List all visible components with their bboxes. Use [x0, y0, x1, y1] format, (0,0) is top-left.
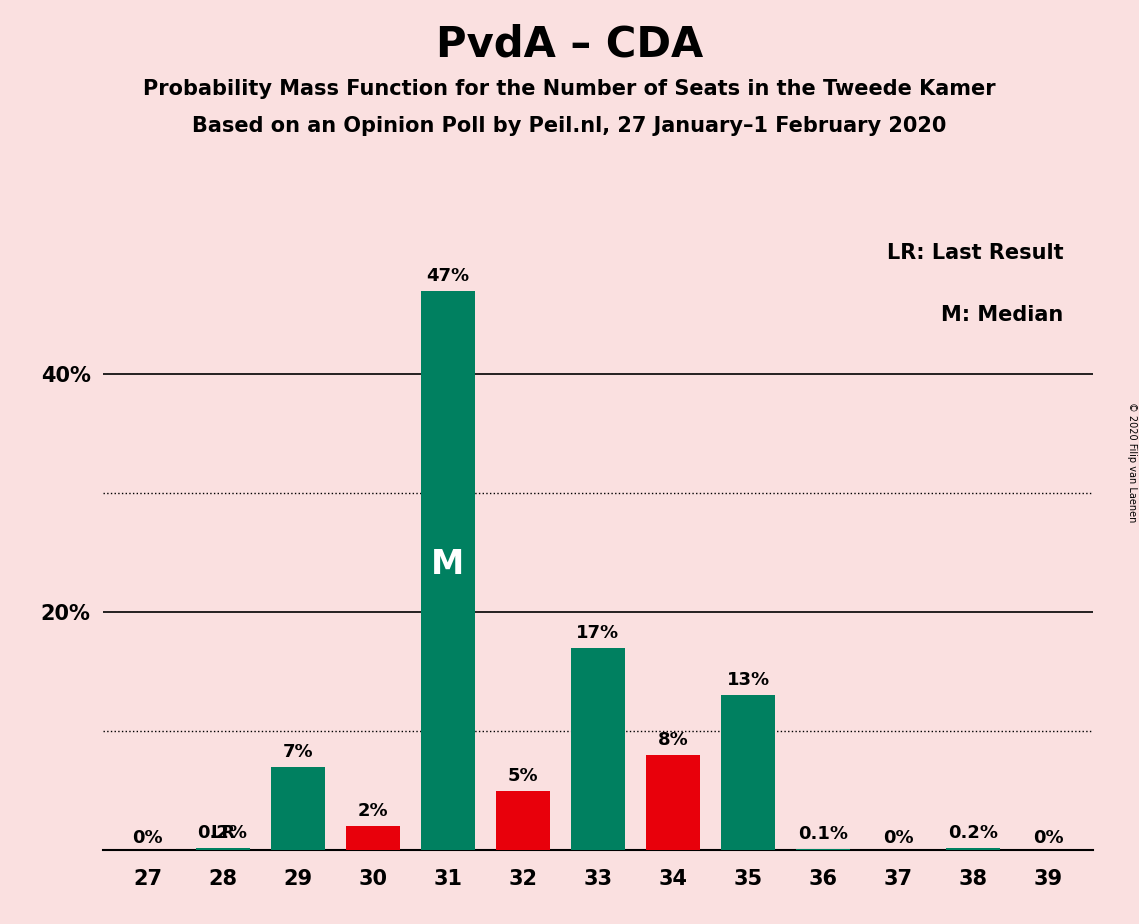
Text: LR: LR	[210, 824, 235, 842]
Bar	[346, 826, 400, 850]
Bar	[495, 791, 550, 850]
Text: PvdA – CDA: PvdA – CDA	[436, 23, 703, 65]
Text: © 2020 Filip van Laenen: © 2020 Filip van Laenen	[1126, 402, 1137, 522]
Text: 0.2%: 0.2%	[949, 824, 998, 842]
Bar	[196, 847, 249, 850]
Text: 0%: 0%	[1033, 829, 1064, 846]
Bar	[721, 695, 776, 850]
Text: Based on an Opinion Poll by Peil.nl, 27 January–1 February 2020: Based on an Opinion Poll by Peil.nl, 27 …	[192, 116, 947, 136]
Bar	[796, 849, 850, 850]
Bar	[947, 847, 1000, 850]
Bar	[646, 755, 700, 850]
Text: LR: Last Result: LR: Last Result	[887, 243, 1064, 263]
Text: 0.1%: 0.1%	[798, 825, 849, 843]
Text: 0%: 0%	[883, 829, 913, 846]
Text: 2%: 2%	[358, 802, 388, 821]
Text: M: Median: M: Median	[942, 305, 1064, 325]
Text: 17%: 17%	[576, 624, 620, 642]
Text: 7%: 7%	[282, 743, 313, 760]
Bar	[571, 648, 625, 850]
Text: 47%: 47%	[426, 267, 469, 285]
Bar	[420, 290, 475, 850]
Text: 5%: 5%	[508, 767, 539, 784]
Text: Probability Mass Function for the Number of Seats in the Tweede Kamer: Probability Mass Function for the Number…	[144, 79, 995, 99]
Text: 8%: 8%	[657, 731, 688, 748]
Text: M: M	[432, 548, 465, 581]
Text: 13%: 13%	[727, 672, 770, 689]
Bar	[271, 767, 325, 850]
Text: 0%: 0%	[132, 829, 163, 846]
Text: 0.2%: 0.2%	[198, 824, 247, 842]
